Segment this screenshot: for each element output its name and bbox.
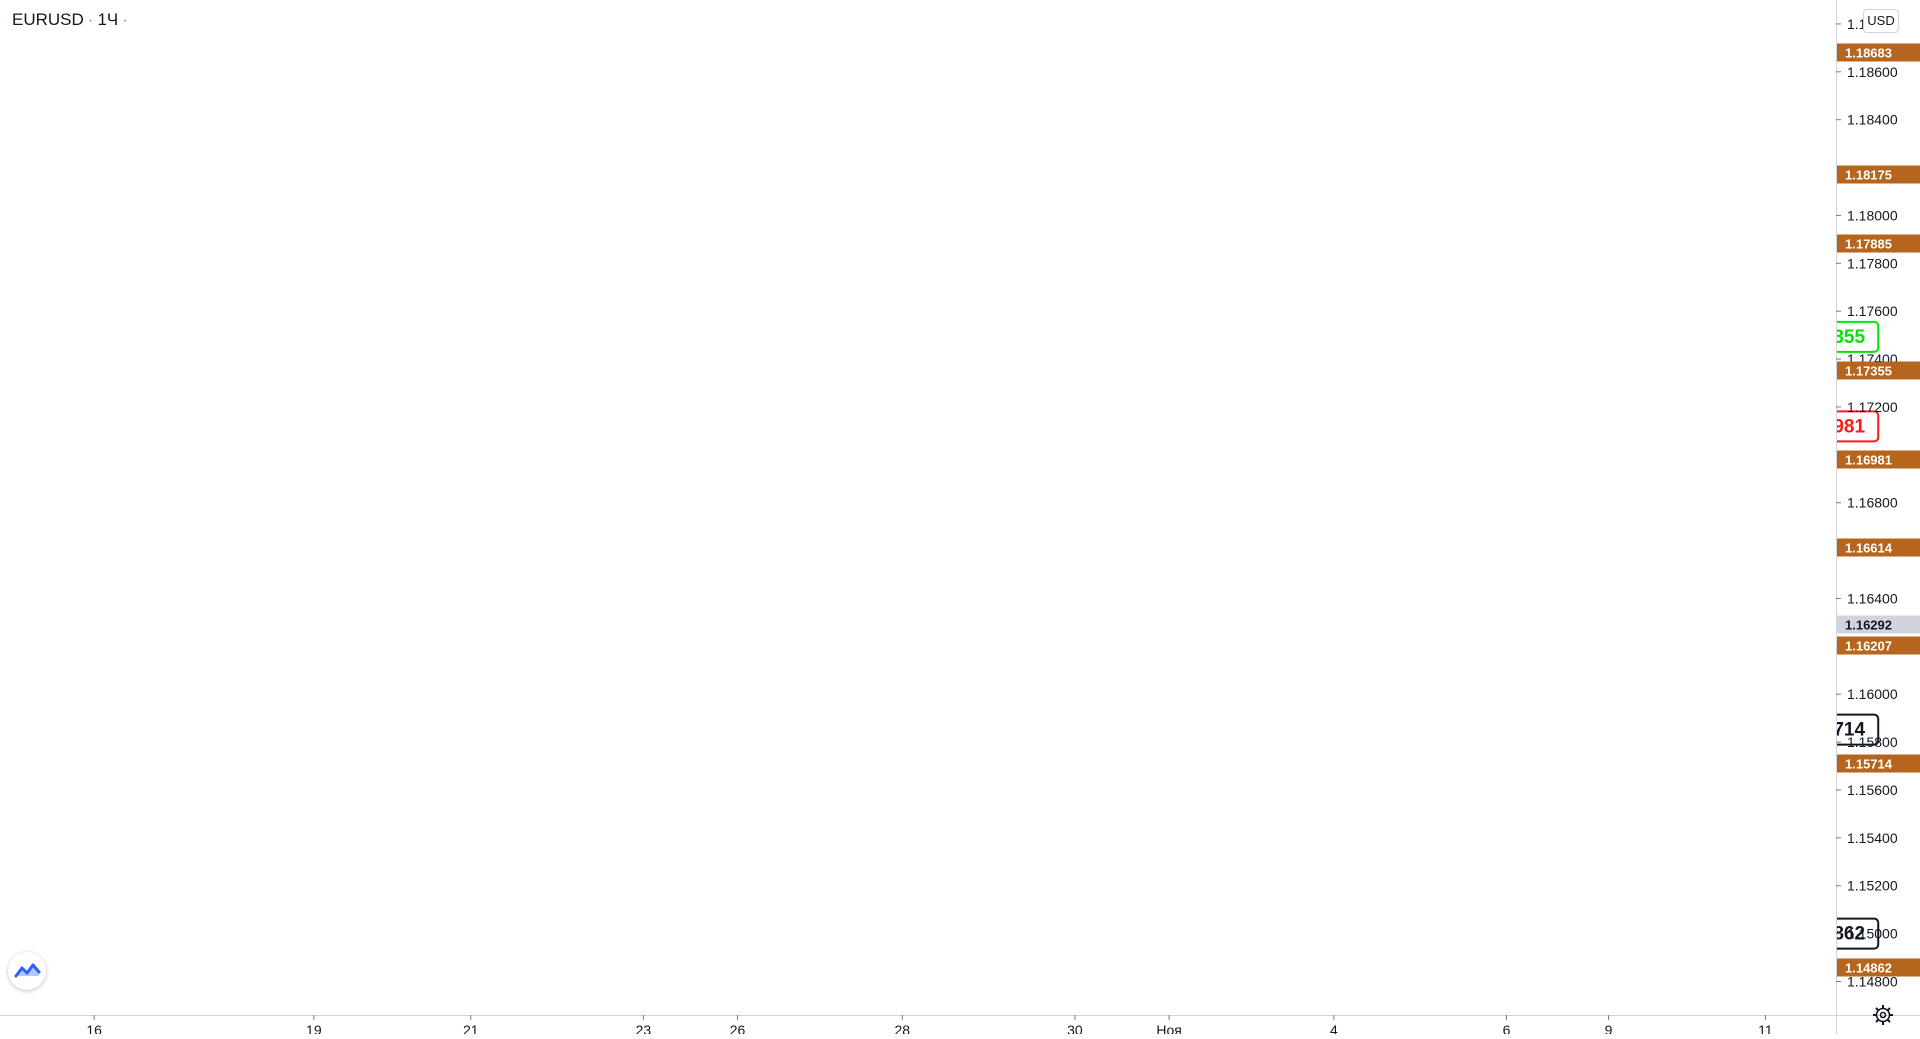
x-tick-label: 21 <box>463 1022 479 1034</box>
last-price-tag <box>1837 615 1920 634</box>
level-price-tag <box>1837 450 1920 469</box>
tradingview-logo-icon[interactable] <box>8 952 46 990</box>
y-tick-label: 1.16400 <box>1847 590 1898 606</box>
y-tick-label: 1.16800 <box>1847 495 1898 511</box>
x-tick-label: 26 <box>730 1022 746 1034</box>
y-tick-label: 1.17800 <box>1847 255 1898 271</box>
level-price-tag <box>1837 165 1920 184</box>
level-price-tag <box>1837 754 1920 773</box>
level-price-label: 1.17885 <box>1845 237 1892 252</box>
x-tick-label: 23 <box>636 1022 652 1034</box>
level-price-label: 1.14862 <box>1845 961 1892 976</box>
y-tick-label: 1.15800 <box>1847 734 1898 750</box>
x-tick-label: 4 <box>1330 1022 1338 1034</box>
y-tick-label: 1.14800 <box>1847 973 1898 989</box>
y-tick-label: 1.18400 <box>1847 112 1898 128</box>
title-separator: · <box>87 10 94 29</box>
y-tick-label: 1.18600 <box>1847 64 1898 80</box>
y-tick-label: 1.17600 <box>1847 303 1898 319</box>
level-price-label: 1.16981 <box>1845 453 1892 468</box>
level-price-label: 1.17355 <box>1845 364 1892 379</box>
level-price-label: 1.18175 <box>1845 168 1892 183</box>
level-price-tag <box>1837 538 1920 557</box>
y-tick-label: 1.17200 <box>1847 399 1898 415</box>
level-price-label: 1.16207 <box>1845 639 1892 654</box>
x-tick-label: 30 <box>1067 1022 1083 1034</box>
currency-badge[interactable]: USD <box>1863 9 1899 33</box>
y-tick-label: 1.15200 <box>1847 878 1898 894</box>
symbol-title[interactable]: EURUSD · 1Ч · <box>12 10 132 30</box>
level-price-tag <box>1837 234 1920 253</box>
y-tick-label: 1.15600 <box>1847 782 1898 798</box>
level-price-tag <box>1837 958 1920 977</box>
x-tick-label: 19 <box>306 1022 322 1034</box>
y-tick-label: 1.15400 <box>1847 830 1898 846</box>
level-price-label: 1.18683 <box>1845 46 1892 61</box>
x-tick-label: 9 <box>1605 1022 1613 1034</box>
last-price-label: 1.16292 <box>1845 618 1892 633</box>
level-price-label: 1.15714 <box>1845 757 1893 772</box>
level-price-tag <box>1837 361 1920 380</box>
plot-background <box>0 0 1836 1015</box>
x-tick-label: Ноя <box>1156 1022 1181 1034</box>
x-tick-label: 28 <box>895 1022 911 1034</box>
x-tick-label: 16 <box>86 1022 102 1034</box>
x-tick-label: 6 <box>1503 1022 1511 1034</box>
title-trail: · <box>122 10 128 29</box>
gear-icon[interactable] <box>1872 1004 1894 1026</box>
interval-label[interactable]: 1Ч <box>97 10 119 29</box>
level-price-tag <box>1837 636 1920 655</box>
y-tick-label: 1.15000 <box>1847 926 1898 942</box>
y-tick-label: 1.16000 <box>1847 686 1898 702</box>
level-price-tag <box>1837 43 1920 62</box>
symbol-name: EURUSD <box>12 10 84 29</box>
x-tick-label: 11 <box>1758 1022 1773 1034</box>
level-price-label: 1.16614 <box>1845 541 1893 556</box>
y-tick-label: 1.18000 <box>1847 207 1898 223</box>
